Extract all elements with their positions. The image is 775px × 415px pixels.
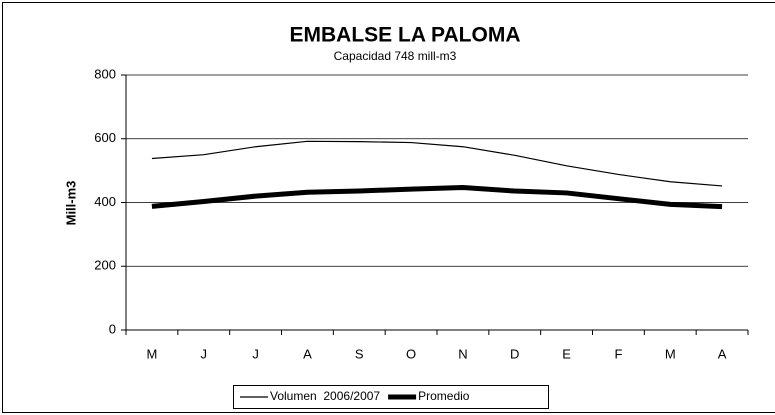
- y-tick-label: 600: [94, 130, 116, 145]
- y-axis-label: Mill-m3: [63, 181, 78, 226]
- y-tick-label: 0: [109, 321, 116, 336]
- x-tick-label: E: [562, 346, 571, 361]
- legend-label: Volumen 2006/2007: [270, 389, 380, 403]
- legend-label: Promedio: [418, 389, 470, 403]
- series-line: [151, 185, 723, 210]
- series-line: [151, 140, 723, 187]
- x-tick-label: M: [665, 346, 676, 361]
- x-tick-label: J: [201, 346, 208, 361]
- y-tick-label: 800: [94, 66, 116, 81]
- x-tick-label: A: [303, 346, 312, 361]
- x-tick-label: N: [458, 346, 467, 361]
- x-tick-label: A: [718, 346, 727, 361]
- x-tick-label: D: [510, 346, 519, 361]
- x-tick-label: M: [146, 346, 157, 361]
- x-tick-label: S: [355, 346, 364, 361]
- x-tick-label: F: [614, 346, 622, 361]
- chart-subtitle: Capacidad 748 mill-m3: [334, 49, 457, 63]
- x-tick-label: O: [406, 346, 416, 361]
- y-tick-label: 200: [94, 258, 116, 273]
- chart-title: EMBALSE LA PALOMA: [290, 24, 521, 47]
- y-tick-label: 400: [94, 194, 116, 209]
- x-tick-label: J: [252, 346, 259, 361]
